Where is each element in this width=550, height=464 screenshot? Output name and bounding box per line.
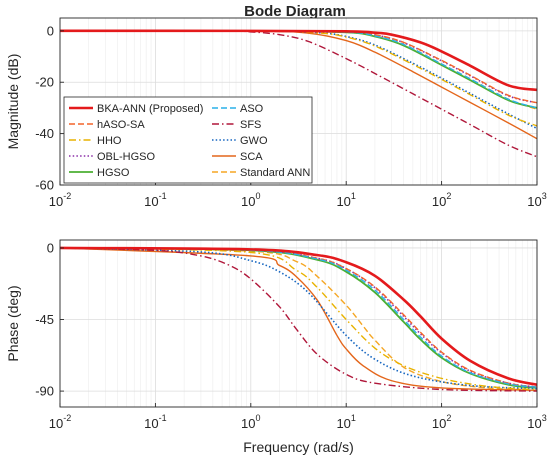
series-group bbox=[60, 29, 537, 158]
x-tick-label: 100 bbox=[241, 413, 260, 431]
legend-label-aso: ASO bbox=[240, 103, 264, 115]
legend-label-gwo: GWO bbox=[240, 135, 268, 147]
phase-plot: 10-2 10-1 100 101 102 103 0 -45 -90 Phase (deg) Fr… bbox=[5, 239, 547, 455]
series-line-aso bbox=[60, 30, 537, 109]
x-tick-label: 10-1 bbox=[144, 191, 166, 209]
legend-label-obl-hgso: OBL-HGSO bbox=[97, 151, 156, 163]
series-line-obl-hgso bbox=[60, 247, 537, 388]
legend-label-hgso: HGSO bbox=[97, 167, 130, 179]
axes-frame bbox=[59, 239, 538, 408]
series-line-bka-ann-proposed bbox=[60, 246, 537, 387]
series-group bbox=[60, 246, 537, 392]
series-line-gwo bbox=[60, 247, 537, 390]
x-axis-label: Frequency (rad/s) bbox=[243, 439, 353, 455]
x-tick-label: 101 bbox=[336, 191, 355, 209]
x-tick-label: 102 bbox=[432, 413, 451, 431]
series-line-standard-ann bbox=[60, 247, 537, 391]
legend-label-bka-ann-proposed: BKA-ANN (Proposed) bbox=[97, 103, 203, 115]
x-tick-label: 102 bbox=[432, 191, 451, 209]
legend-label-standard-ann: Standard ANN bbox=[240, 167, 310, 179]
y-tick-label: 0 bbox=[47, 23, 54, 38]
legend-label-hho: HHO bbox=[97, 135, 122, 147]
y-tick-label: -60 bbox=[35, 178, 54, 193]
axes-frame bbox=[59, 17, 538, 186]
x-tick-label: 101 bbox=[336, 413, 355, 431]
x-tick-label: 100 bbox=[241, 191, 260, 209]
legend-label-sfs: SFS bbox=[240, 119, 261, 131]
x-tick-label: 10-2 bbox=[49, 191, 71, 209]
plot-area bbox=[60, 240, 537, 407]
x-tick-label: 10-2 bbox=[49, 413, 71, 431]
x-tick-label: 103 bbox=[527, 191, 546, 209]
y-tick-label: -40 bbox=[35, 126, 54, 141]
y-tick-label: -45 bbox=[35, 312, 54, 327]
series-line-sfs bbox=[60, 247, 537, 392]
series-line-bka-ann-proposed bbox=[60, 29, 537, 92]
figure-title: Bode Diagram bbox=[244, 3, 346, 20]
magnitude-plot: 10-2 10-1 100 101 102 103 0 -20 -40 -60 Magnitude … bbox=[5, 17, 547, 209]
series-line-hho bbox=[60, 247, 537, 391]
series-line-sca bbox=[60, 247, 537, 391]
y-tick-label: -90 bbox=[35, 384, 54, 399]
legend-box bbox=[63, 96, 313, 184]
legend: BKA-ANN (Proposed) ASO hASO-SA SFS HHO GWO OBL… bbox=[63, 96, 313, 184]
y-tick-label: 0 bbox=[47, 240, 54, 255]
x-tick-label: 103 bbox=[527, 413, 546, 431]
y-axis-label: Phase (deg) bbox=[5, 285, 21, 361]
legend-label-haso-sa: hASO-SA bbox=[97, 119, 145, 131]
legend-label-sca: SCA bbox=[240, 151, 263, 163]
series-line-gwo bbox=[60, 29, 537, 130]
y-tick-label: -20 bbox=[35, 75, 54, 90]
x-tick-label: 10-1 bbox=[144, 413, 166, 431]
y-axis-label: Magnitude (dB) bbox=[5, 54, 21, 150]
series-line-sfs bbox=[60, 30, 537, 158]
series-line-haso-sa bbox=[60, 30, 537, 104]
